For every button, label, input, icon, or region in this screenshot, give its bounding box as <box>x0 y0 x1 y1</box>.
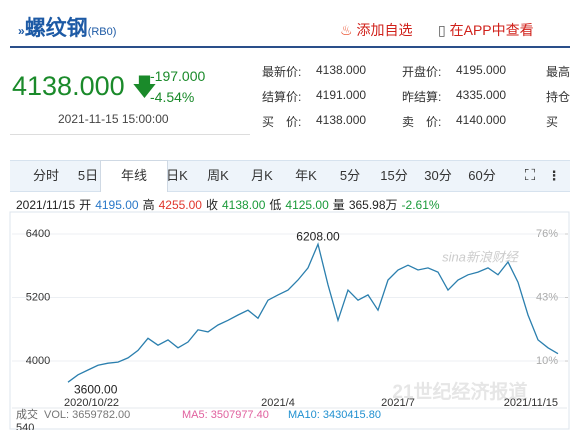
field-label: 昨结算: <box>402 90 442 104</box>
field-value: 4140.000 <box>456 113 507 127</box>
add-watch-text[interactable]: 添加自选 <box>356 22 413 38</box>
y-tick-label: 6400 <box>26 228 50 240</box>
field-label: 开盘价: <box>402 65 442 79</box>
info-item: 365.98万 <box>348 198 398 212</box>
y-tick-label: 5200 <box>26 291 50 303</box>
field-value: 4138.000 <box>316 63 367 77</box>
field-label: 卖 价: <box>402 115 442 129</box>
field-label: 买 价: <box>262 115 302 129</box>
instrument-code: (RB0) <box>87 26 117 38</box>
open-app-text[interactable]: 在APP中查看 <box>449 22 534 38</box>
down-arrow: 🡇 <box>132 74 157 101</box>
field-label: 买 <box>546 115 559 129</box>
field-label: 最新价: <box>262 65 302 79</box>
field-value: 4138.000 <box>316 113 367 127</box>
volume-item: VOL: 3659782.00 <box>44 409 130 421</box>
info-item: 2021/11/15 <box>16 198 76 212</box>
info-item: 4255.00 <box>158 198 202 212</box>
info-item: 开 <box>79 198 92 212</box>
y2-tick-label: 10% <box>536 355 558 367</box>
info-item: 4195.00 <box>95 198 139 212</box>
volume-item: MA10: 3430415.80 <box>288 409 381 421</box>
tab[interactable]: 5分 <box>339 168 361 183</box>
tab[interactable]: 30分 <box>424 168 452 183</box>
info-item: -2.61% <box>401 198 440 212</box>
price-text: 4138.000 <box>12 71 125 101</box>
value-label: 3600.00 <box>74 382 118 396</box>
field-label: 最高 <box>546 65 570 79</box>
field-value: 4335.000 <box>456 88 507 102</box>
tab[interactable]: 年线 <box>100 160 168 192</box>
name-text: 螺纹钢 <box>24 17 88 40</box>
field-label: 持仓 <box>546 90 570 104</box>
tab[interactable]: 分时 <box>32 168 59 183</box>
instrument-name: »螺纹钢(RB0) <box>18 17 117 40</box>
tab[interactable]: 5日 <box>77 168 99 183</box>
volume-tick-label: 540 <box>16 422 34 430</box>
volume-item: 成交 <box>16 407 38 421</box>
x-tick-label: 2021/11/15 <box>504 397 558 409</box>
info-item: 4138.00 <box>222 198 266 212</box>
tab[interactable]: 年K <box>295 168 317 183</box>
y2-tick-label: 43% <box>536 291 558 303</box>
price: 4138.000 🡇 <box>12 70 157 111</box>
value-label: 6208.00 <box>296 229 340 243</box>
x-tick-label: 2021/4 <box>261 397 295 409</box>
tab[interactable]: 15分 <box>380 168 408 183</box>
open-app[interactable]: ▯ 在APP中查看 <box>438 22 534 38</box>
info-item: 收 <box>205 198 218 212</box>
info-bar: 2021/11/15 开 4195.00 高 4255.00 收 4138.00 低 4125.… <box>16 196 444 213</box>
tab-bar: 分时 5日 年线 日K 周K 月K 年K 5分 15分 30分 60分 ⛶ ⋮ <box>10 160 570 192</box>
change-pct: -4.54% <box>150 89 195 105</box>
divider <box>10 134 250 135</box>
fullscreen-icon[interactable]: ⛶ <box>524 167 536 184</box>
add-watch[interactable]: ♨ 添加自选 <box>340 22 413 38</box>
info-item: 高 <box>142 198 155 212</box>
chart-frame <box>9 211 570 430</box>
tab[interactable]: 60分 <box>468 168 496 183</box>
field-label: 结算价: <box>262 90 302 104</box>
tab[interactable]: 周K <box>207 168 229 183</box>
x-tick-label: 2020/10/22 <box>64 397 119 409</box>
y2-tick-label: 76% <box>536 228 558 240</box>
more-icon[interactable]: ⋮ <box>547 168 561 183</box>
info-item: 量 <box>332 198 345 212</box>
quote-time: 2021-11-15 15:00:00 <box>58 112 169 126</box>
tab[interactable]: 月K <box>251 168 273 183</box>
info-item: 低 <box>269 198 282 212</box>
change: -197.000 <box>150 68 206 84</box>
info-item: 4125.00 <box>285 198 329 212</box>
price-line <box>67 242 559 383</box>
field-value: 4191.000 <box>316 88 367 102</box>
y-tick-label: 4000 <box>26 355 50 367</box>
x-tick-label: 2021/7 <box>381 397 415 409</box>
volume-item: MA5: 3507977.40 <box>182 409 269 421</box>
tab[interactable]: 日K <box>166 168 188 183</box>
header-rule <box>10 46 570 48</box>
field-value: 4195.000 <box>456 63 507 77</box>
watermark: sina新浪财经 <box>442 249 520 264</box>
watermark: 21世纪经济报道 <box>392 380 527 403</box>
